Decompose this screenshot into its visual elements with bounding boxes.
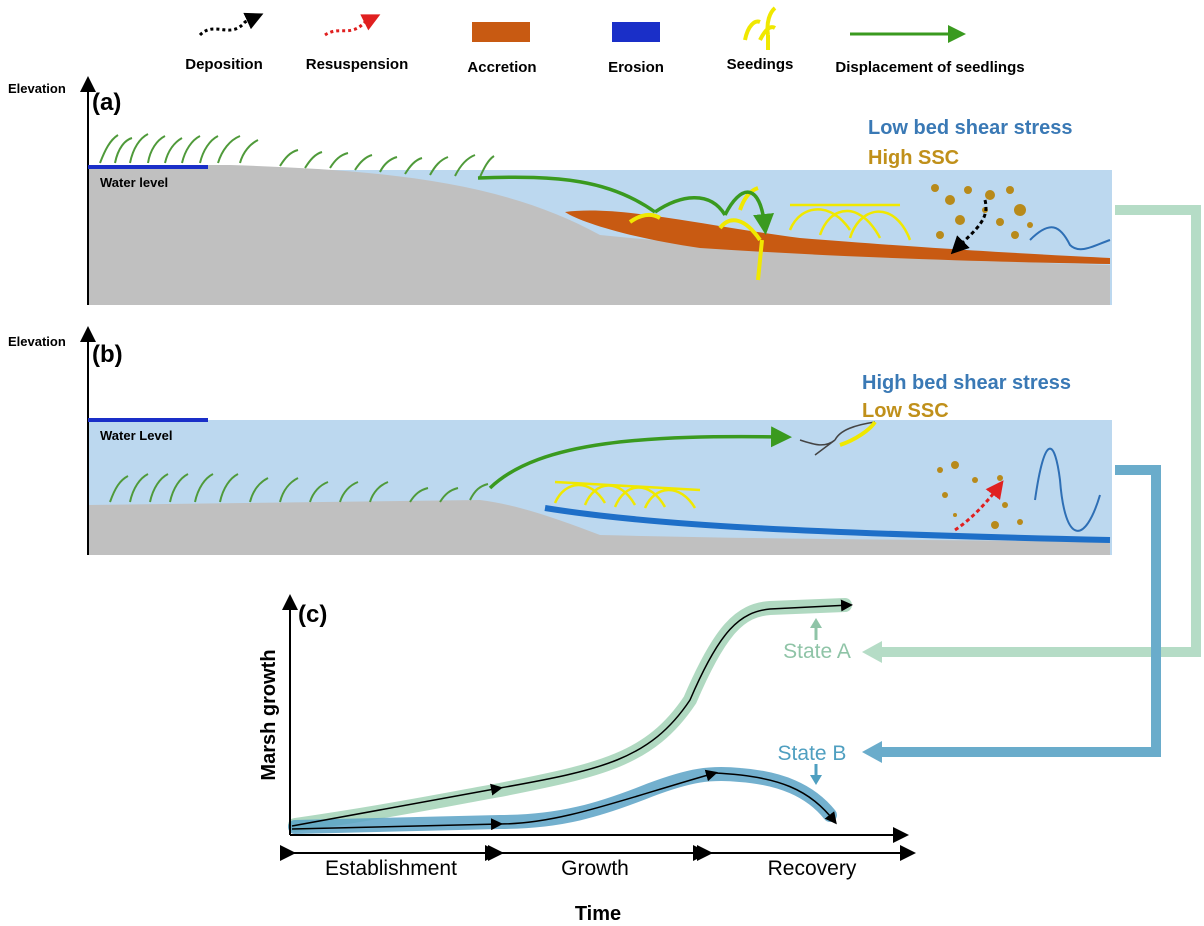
ssc-label: Low SSC	[862, 400, 949, 422]
legend-label: Deposition	[185, 56, 263, 73]
phase-label: Recovery	[768, 857, 857, 880]
water-label: Water Level	[100, 428, 173, 443]
stress-label: High bed shear stress	[862, 372, 1071, 394]
state-a: State A	[783, 640, 851, 663]
axis-label: Elevation	[8, 334, 66, 349]
x-axis-label: Time	[575, 903, 621, 925]
legend-label: Resuspension	[306, 56, 409, 73]
phase-label: Growth	[561, 857, 629, 880]
ssc-label: High SSC	[868, 147, 959, 169]
legend: Deposition Resuspension Accretion Erosio…	[185, 8, 1024, 76]
legend-label: Seedings	[727, 56, 794, 73]
panel-tag: (c)	[298, 601, 327, 628]
panel-tag: (a)	[92, 89, 121, 116]
legend-label: Displacement of seedlings	[835, 59, 1024, 76]
state-b: State B	[778, 742, 847, 765]
legend-label: Accretion	[467, 59, 536, 76]
phase-label: Establishment	[325, 857, 457, 880]
panel-c: (c) Marsh growth State A State B Establi…	[258, 598, 912, 925]
stress-label: Low bed shear stress	[868, 117, 1073, 139]
legend-label: Erosion	[608, 59, 664, 76]
axis-label: Elevation	[8, 81, 66, 96]
panel-tag: (b)	[92, 341, 123, 368]
diagram: Deposition Resuspension Accretion Erosio…	[0, 0, 1204, 926]
panel-a: Elevation (a) Water level Low bed shear …	[8, 80, 1112, 305]
panel-b: Elevation (b) Water Level High bed shear…	[8, 330, 1112, 555]
y-axis-label: Marsh growth	[258, 649, 280, 780]
water-label: Water level	[100, 175, 168, 190]
